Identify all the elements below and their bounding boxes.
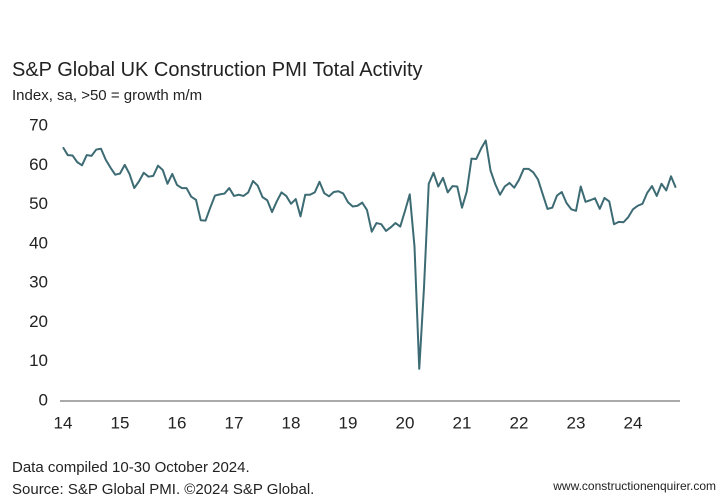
x-tick-label: 18 (282, 413, 301, 432)
watermark: www.constructionenquirer.com (552, 479, 716, 493)
y-tick-label: 0 (39, 390, 48, 409)
footnote: Data compiled 10-30 October 2024. (12, 459, 250, 476)
data-line (62, 139, 677, 370)
x-tick-label: 20 (396, 413, 415, 432)
x-tick-label: 23 (567, 413, 586, 432)
x-tick-label: 15 (111, 413, 130, 432)
y-tick-label: 70 (29, 115, 48, 134)
x-tick-label: 21 (453, 413, 472, 432)
x-tick-label: 17 (225, 413, 244, 432)
x-tick-label: 19 (339, 413, 358, 432)
y-tick-label: 20 (29, 312, 48, 331)
x-tick-label: 16 (168, 413, 187, 432)
y-tick-label: 40 (29, 233, 48, 252)
x-tick-label: 22 (510, 413, 529, 432)
x-tick-label: 24 (624, 413, 643, 432)
y-tick-label: 50 (29, 194, 48, 213)
chart-title: S&P Global UK Construction PMI Total Act… (12, 59, 423, 81)
footnote: Source: S&P Global PMI. ©2024 S&P Global… (12, 481, 314, 498)
y-tick-label: 30 (29, 273, 48, 292)
y-tick-label: 60 (29, 155, 48, 174)
chart-subtitle: Index, sa, >50 = growth m/m (12, 87, 202, 104)
y-tick-label: 10 (29, 351, 48, 370)
x-tick-label: 14 (54, 413, 73, 432)
